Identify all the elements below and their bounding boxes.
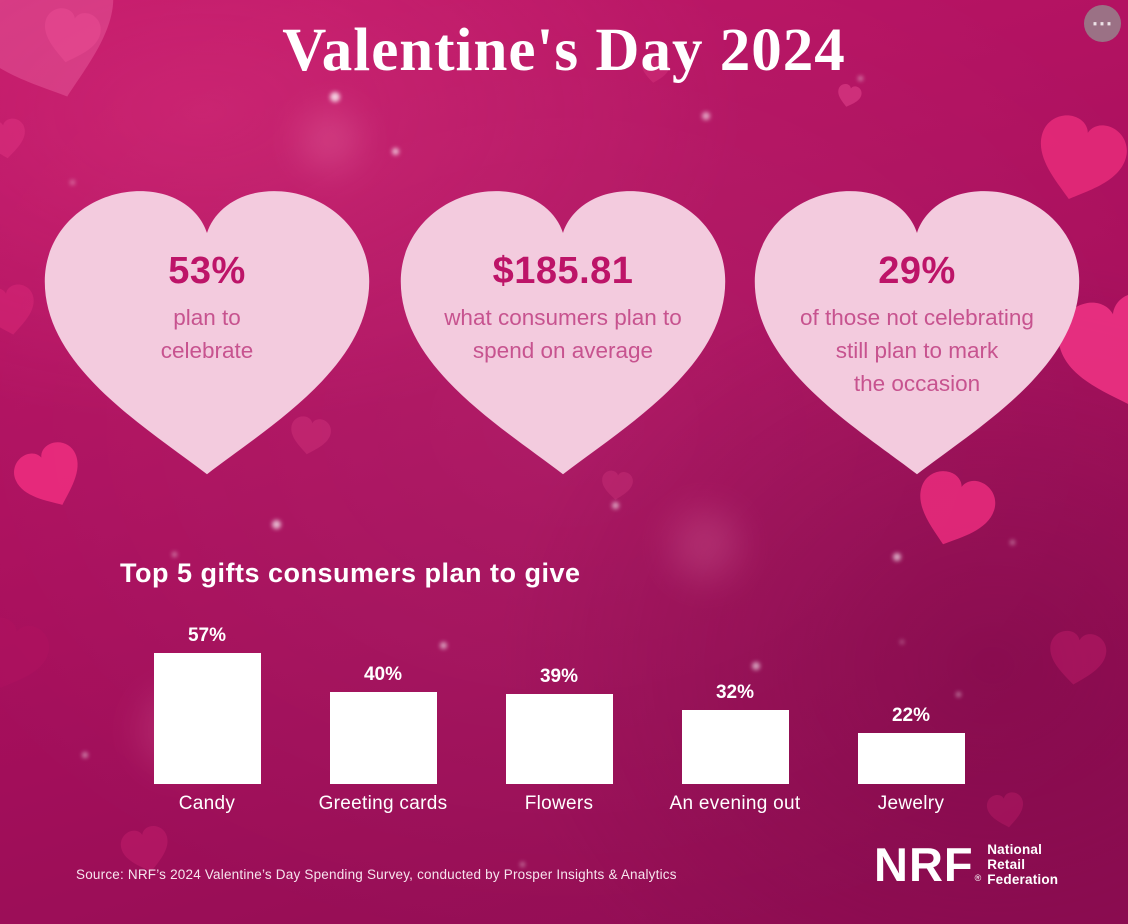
nrf-logo-abbr: NRF [874,838,974,891]
bokeh-dot [956,692,961,697]
bar-stack: 22% [857,622,965,784]
bar-value-label: 57% [187,625,227,646]
bokeh-dot [172,552,177,557]
bar-group-flowers: 39% Flowers [471,622,647,815]
page-title: Valentine's Day 2024 [282,17,846,84]
bokeh-dot [440,642,447,649]
stat-heart-average-spend: $185.81 what consumers plan to spend on … [384,178,742,486]
stat-line: plan to [173,305,241,330]
bar-value-label: 32% [715,682,755,703]
bar-stack: 39% [505,622,613,784]
stat-line: what consumers plan to [444,305,682,330]
gift-bar-chart: 57% Candy 40% Greeting cards 39% Flowers… [119,622,999,815]
nrf-name-line: National [987,841,1043,857]
bokeh-dot [1010,540,1015,545]
stat-line: celebrate [160,338,254,363]
bar-stack: 40% [329,622,437,784]
stat-text: 53% plan to celebrate [28,178,386,486]
bokeh-dot [272,520,281,529]
source-text: Source: NRF’s 2024 Valentine’s Day Spend… [76,867,677,882]
bokeh-dot [752,662,760,670]
registered-mark: ® [974,873,982,883]
bar-value-label: 22% [891,705,931,726]
stat-heart-celebrate: 53% plan to celebrate [28,178,386,486]
nrf-name-line: Federation [987,872,1059,888]
bar-value-label: 39% [539,666,579,687]
bar-category-label: Candy [178,793,236,814]
stat-hearts-row: 53% plan to celebrate $185.81 what consu… [0,178,1128,488]
stat-line: the occasion [853,371,981,396]
bar-group-greeting-cards: 40% Greeting cards [295,622,471,815]
bokeh-dot [392,148,399,155]
bokeh-dot [893,553,901,561]
bar-category-label: Flowers [524,793,594,814]
bar-candy [153,653,261,784]
bokeh-dot [900,640,904,644]
stat-value: $185.81 [492,250,634,292]
nrf-name-line: Retail [987,856,1026,872]
bokeh-dot [612,502,619,509]
bokeh-dot [70,180,75,185]
bokeh-dot [520,862,525,867]
bokeh-dot [858,76,863,81]
bar-flowers [505,694,613,784]
stat-value: 53% [168,250,246,292]
glow-spot [300,110,360,170]
bar-greeting-cards [329,692,437,784]
bar-value-label: 40% [363,664,403,685]
glow-spot [670,510,740,580]
ellipsis-icon: ⋯ [1091,12,1114,35]
bar-stack: 32% [681,622,789,784]
nrf-logo-name: National Retail Federation [987,842,1058,887]
bar-evening-out [681,710,789,784]
bar-group-evening-out: 32% An evening out [647,622,823,815]
bokeh-dot [330,92,340,102]
nrf-logo: NRF ® National Retail Federation [874,841,1058,888]
bar-category-label: Jewelry [877,793,945,814]
bar-stack: 57% [153,622,261,784]
stat-line: of those not celebrating [800,305,1034,330]
stat-heart-not-celebrating: 29% of those not celebrating still plan … [738,178,1096,486]
bar-group-jewelry: 22% Jewelry [823,622,999,815]
stat-text: 29% of those not celebrating still plan … [738,178,1096,486]
bokeh-dot [702,112,710,120]
bar-category-label: Greeting cards [318,793,448,814]
chart-title: Top 5 gifts consumers plan to give [120,558,581,588]
stat-value: 29% [878,250,956,292]
stat-text: $185.81 what consumers plan to spend on … [384,178,742,486]
bokeh-dot [82,752,88,758]
bar-category-label: An evening out [669,793,801,814]
stat-line: still plan to mark [835,338,999,363]
bar-jewelry [857,733,965,784]
more-options-button[interactable]: ⋯ [1084,5,1121,42]
stat-line: spend on average [472,338,654,363]
bar-group-candy: 57% Candy [119,622,295,815]
